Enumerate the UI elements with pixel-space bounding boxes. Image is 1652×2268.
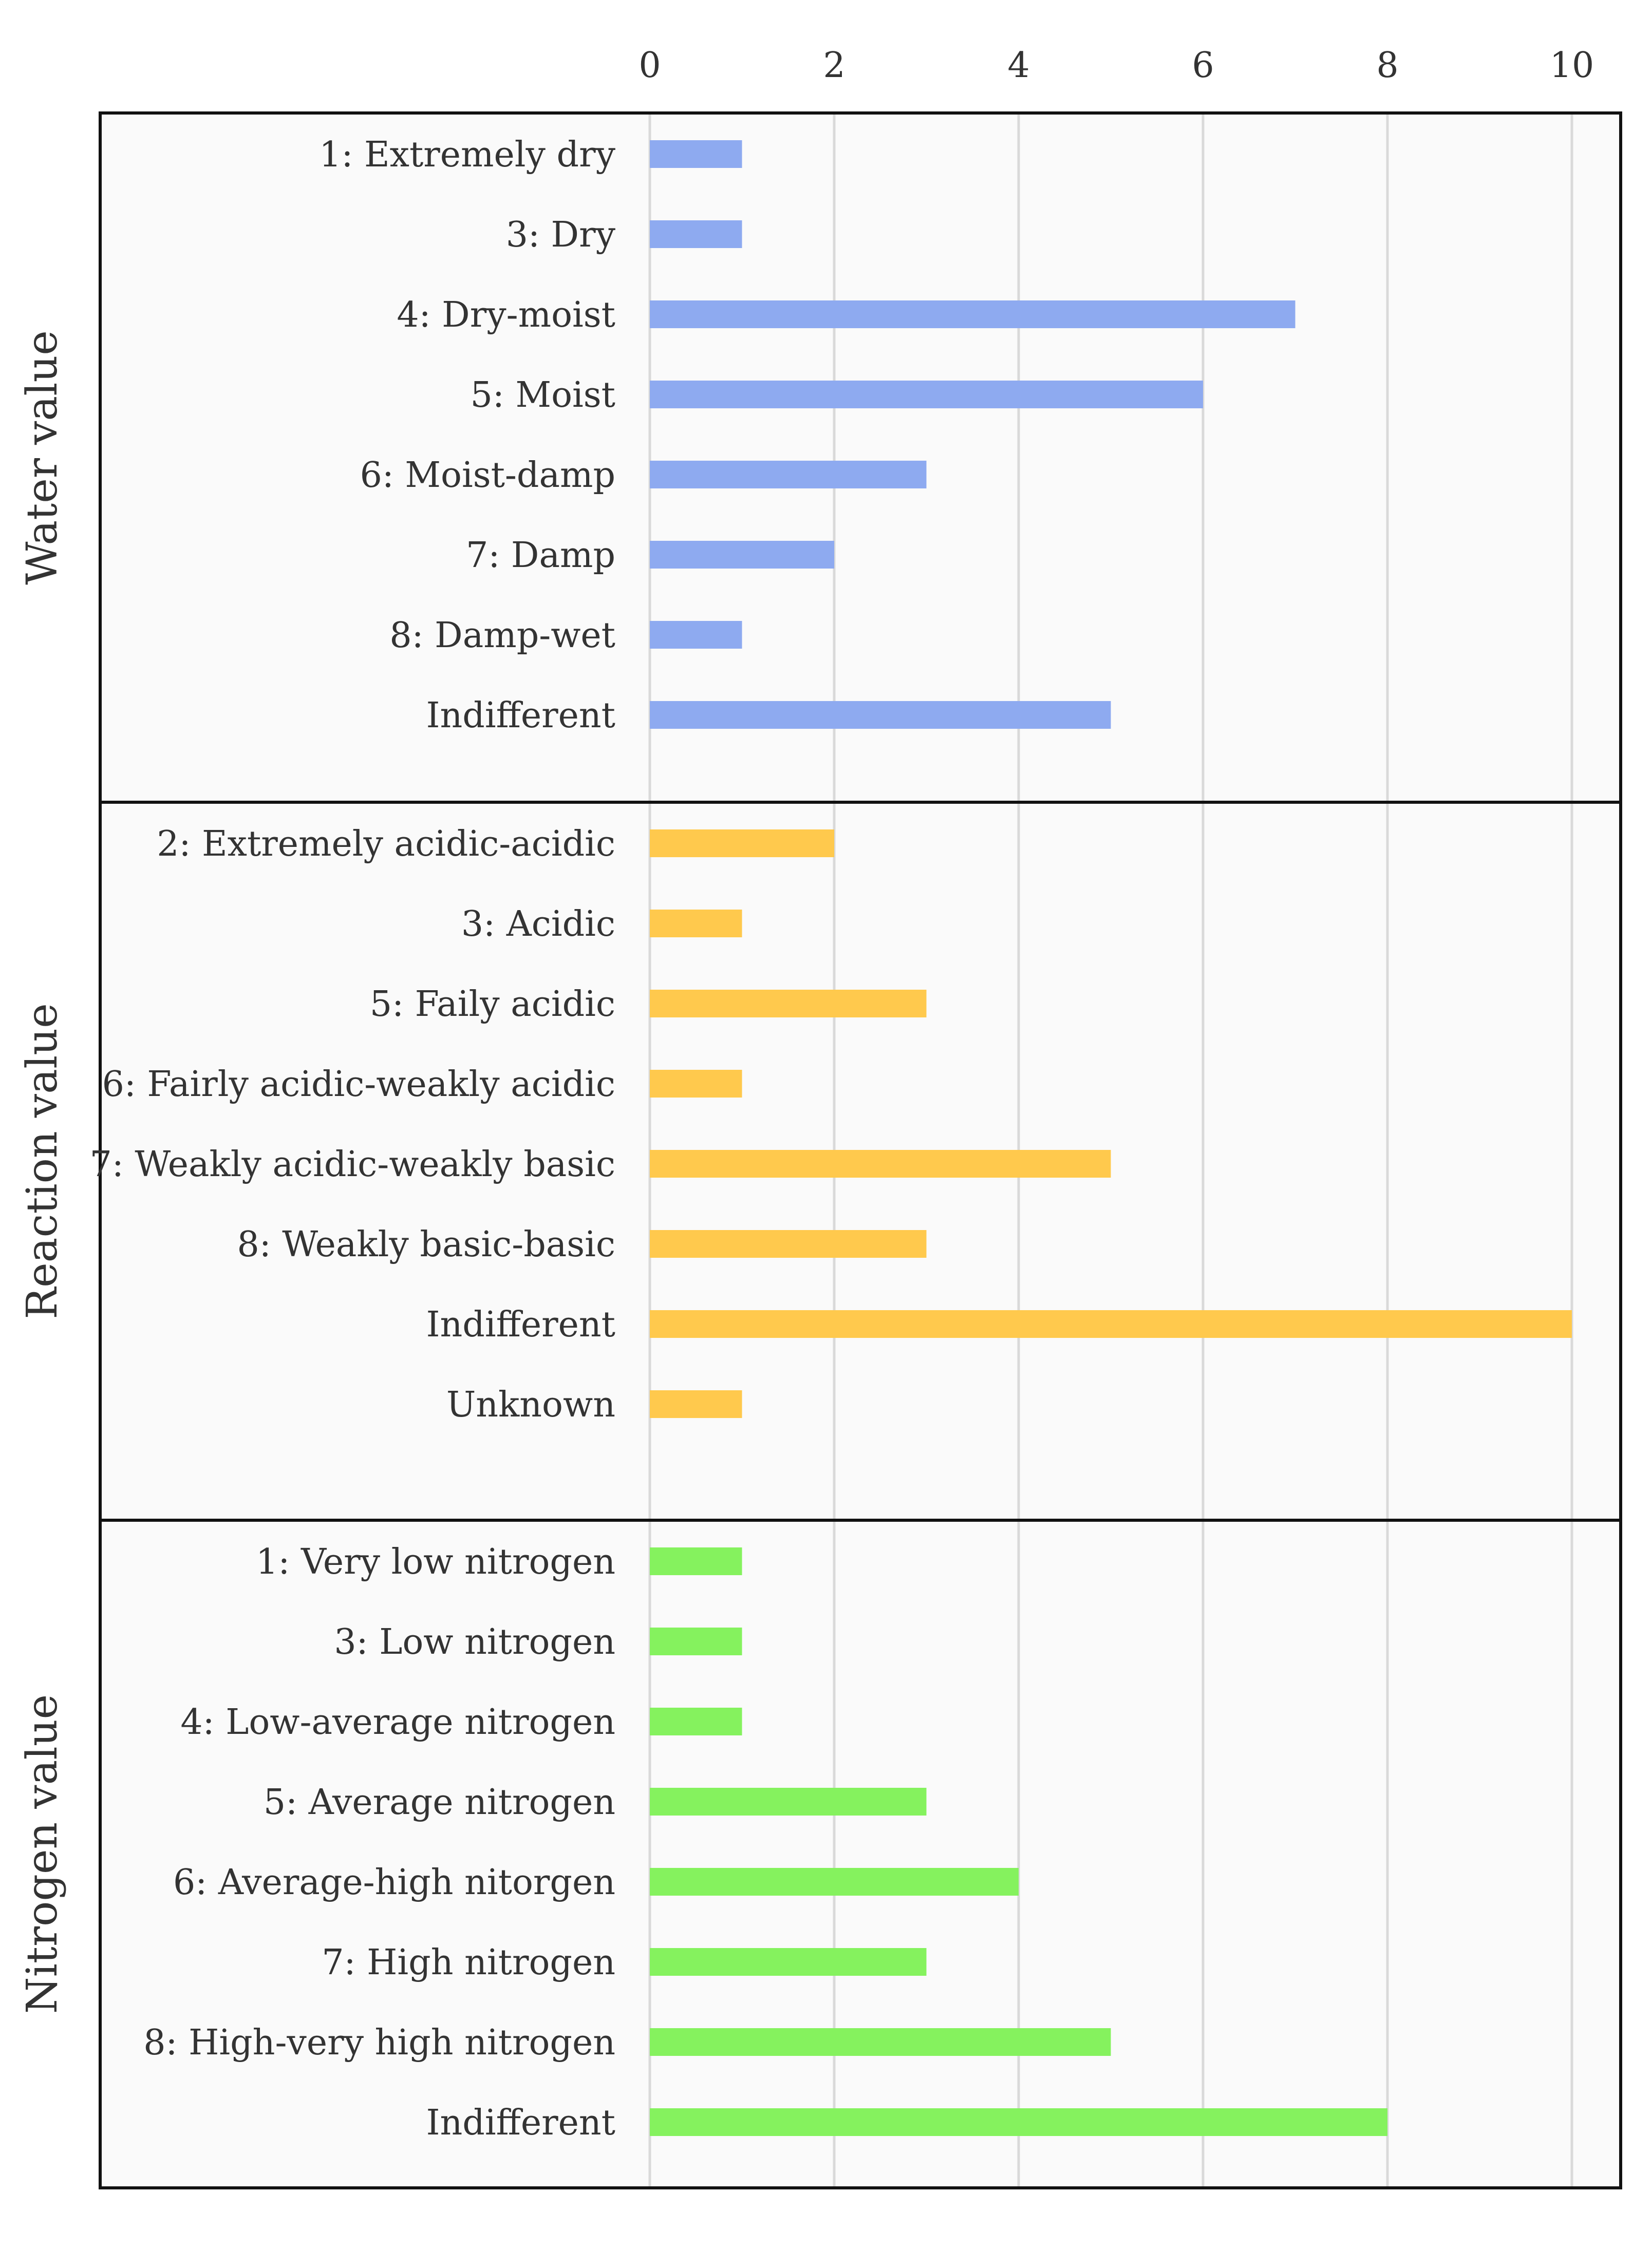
- x-axis-ticks: 0 2 4 6 8 10: [639, 45, 1594, 86]
- bar: [650, 140, 742, 168]
- category-label: 8: High-very high nitrogen: [143, 2023, 615, 2063]
- bar: [650, 1070, 742, 1098]
- category-label: 8: Damp-wet: [389, 615, 615, 656]
- bar: [650, 381, 1203, 408]
- group-label: Nitrogen value: [18, 1694, 67, 2014]
- bar: [650, 1390, 742, 1418]
- category-label: 2: Extremely acidic-acidic: [157, 824, 615, 864]
- panel-border: [99, 111, 1622, 2189]
- x-tick-label: 6: [1192, 45, 1214, 86]
- group-labels: Water value Reaction value Nitrogen value: [18, 330, 67, 2014]
- category-label: 6: Average-high nitorgen: [173, 1862, 615, 1903]
- category-label: 4: Low-average nitrogen: [180, 1702, 615, 1743]
- category-label: 5: Moist: [471, 375, 615, 415]
- group-label: Water value: [18, 330, 67, 585]
- category-label: 3: Acidic: [461, 904, 615, 944]
- bar: [650, 910, 742, 937]
- x-tick-label: 2: [823, 45, 845, 86]
- category-label: 4: Dry-moist: [397, 295, 615, 335]
- category-labels: 1: Extremely dry 3: Dry 4: Dry-moist 5: Moi…: [90, 135, 616, 2143]
- bar: [650, 1150, 1111, 1178]
- category-label: 7: Weakly acidic-weakly basic: [90, 1144, 615, 1185]
- bar: [650, 1788, 927, 1816]
- group-label: Reaction value: [18, 1003, 67, 1319]
- category-label: 5: Average nitrogen: [264, 1782, 615, 1823]
- category-label: Indifferent: [426, 2103, 615, 2143]
- category-label: Indifferent: [426, 695, 615, 736]
- bar: [650, 541, 834, 569]
- bar: [650, 701, 1111, 729]
- category-label: 7: Damp: [466, 535, 615, 576]
- x-tick-label: 8: [1376, 45, 1398, 86]
- bar: [650, 1628, 742, 1655]
- category-label: Indifferent: [426, 1305, 615, 1345]
- bar: [650, 1868, 1019, 1896]
- bar: [650, 300, 1296, 328]
- bar: [650, 220, 742, 248]
- category-label: Unknown: [446, 1385, 615, 1425]
- category-label: 6: Fairly acidic-weakly acidic: [102, 1064, 615, 1105]
- bar: [650, 1310, 1572, 1338]
- x-tick-label: 4: [1007, 45, 1029, 86]
- category-label: 1: Very low nitrogen: [256, 1542, 615, 1582]
- category-label: 7: High nitrogen: [322, 1942, 615, 1983]
- x-tick-label: 10: [1550, 45, 1594, 86]
- bars: [650, 140, 1572, 2136]
- category-label: 1: Extremely dry: [319, 135, 615, 175]
- category-label: 3: Low nitrogen: [334, 1622, 615, 1662]
- x-tick-label: 0: [639, 45, 661, 86]
- bar: [650, 621, 742, 649]
- category-label: 8: Weakly basic-basic: [237, 1224, 615, 1265]
- bar: [650, 990, 927, 1017]
- category-label: 3: Dry: [506, 215, 616, 255]
- bar: [650, 2028, 1111, 2056]
- bar: [650, 461, 927, 488]
- bar: [650, 1230, 927, 1258]
- bar: [650, 1547, 742, 1575]
- bar: [650, 1708, 742, 1735]
- bar: [650, 829, 834, 857]
- bar: [650, 1948, 927, 1976]
- bar: [650, 2108, 1387, 2136]
- panel-frame: [99, 111, 1622, 2189]
- category-label: 5: Faily acidic: [370, 984, 615, 1025]
- category-label: 6: Moist-damp: [360, 455, 615, 496]
